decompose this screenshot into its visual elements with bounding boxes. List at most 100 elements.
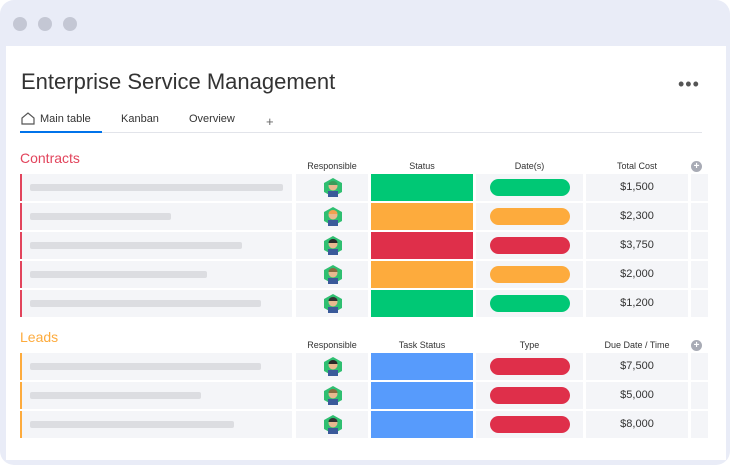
date-pill[interactable]	[490, 179, 570, 196]
date-cell[interactable]	[476, 174, 583, 201]
empty-cell	[691, 353, 708, 380]
cost-cell: $3,750	[586, 232, 688, 259]
date-cell[interactable]	[476, 382, 583, 409]
add-tab-button[interactable]: +	[266, 114, 274, 129]
group-color-edge	[20, 203, 22, 230]
responsible-cell[interactable]	[296, 290, 368, 317]
placeholder-text	[30, 300, 262, 307]
group-color-edge	[20, 411, 22, 438]
group-color-edge	[20, 353, 22, 380]
column-header: Task Status	[398, 340, 446, 350]
active-tab-indicator	[20, 131, 102, 133]
item-name-cell[interactable]	[20, 261, 292, 288]
responsible-cell[interactable]	[296, 232, 368, 259]
placeholder-text	[30, 421, 234, 428]
add-column-icon[interactable]: +	[691, 161, 702, 172]
cost-cell: $8,000	[586, 411, 688, 438]
date-cell[interactable]	[476, 353, 583, 380]
item-name-cell[interactable]	[20, 174, 292, 201]
responsible-cell[interactable]	[296, 382, 368, 409]
column-header: Responsible	[307, 340, 357, 350]
placeholder-text	[30, 392, 202, 399]
empty-cell	[691, 411, 708, 438]
avatar[interactable]	[324, 178, 342, 197]
avatar[interactable]	[324, 207, 342, 226]
status-cell[interactable]	[371, 261, 473, 288]
item-name-cell[interactable]	[20, 203, 292, 230]
group-color-edge	[20, 232, 22, 259]
status-cell[interactable]	[371, 232, 473, 259]
placeholder-text	[30, 242, 243, 249]
group-title[interactable]: Contracts	[20, 150, 80, 166]
group-color-edge	[20, 261, 22, 288]
avatar[interactable]	[324, 415, 342, 434]
status-cell[interactable]	[371, 353, 473, 380]
more-options-icon[interactable]: •••	[678, 74, 700, 94]
item-name-cell[interactable]	[20, 353, 292, 380]
page-title: Enterprise Service Management	[21, 69, 336, 94]
window-dot	[63, 17, 77, 31]
date-pill[interactable]	[490, 387, 570, 404]
date-pill[interactable]	[490, 416, 570, 433]
date-cell[interactable]	[476, 232, 583, 259]
window-dot	[13, 17, 27, 31]
empty-cell	[691, 232, 708, 259]
cost-cell: $1,200	[586, 290, 688, 317]
date-pill[interactable]	[490, 266, 570, 283]
item-name-cell[interactable]	[20, 411, 292, 438]
empty-cell	[691, 203, 708, 230]
item-name-cell[interactable]	[20, 232, 292, 259]
column-header: Date(s)	[514, 161, 545, 171]
column-header: Status	[409, 161, 435, 171]
date-pill[interactable]	[490, 295, 570, 312]
avatar[interactable]	[324, 265, 342, 284]
tab-overview[interactable]: Overview	[189, 113, 235, 125]
tab-kanban[interactable]: Kanban	[121, 113, 159, 125]
date-pill[interactable]	[490, 358, 570, 375]
group-title[interactable]: Leads	[20, 329, 59, 345]
status-cell[interactable]	[371, 174, 473, 201]
status-cell[interactable]	[371, 382, 473, 409]
date-cell[interactable]	[476, 290, 583, 317]
column-header: Due Date / Time	[604, 340, 670, 350]
status-cell[interactable]	[371, 290, 473, 317]
window-dot	[38, 17, 52, 31]
responsible-cell[interactable]	[296, 411, 368, 438]
responsible-cell[interactable]	[296, 353, 368, 380]
home-icon	[21, 112, 35, 125]
tab-main-table[interactable]: Main table	[40, 113, 91, 125]
avatar[interactable]	[324, 386, 342, 405]
placeholder-text	[30, 363, 262, 370]
avatar[interactable]	[324, 236, 342, 255]
responsible-cell[interactable]	[296, 261, 368, 288]
cost-cell: $2,000	[586, 261, 688, 288]
column-header: Total Cost	[616, 161, 658, 171]
cost-cell: $1,500	[586, 174, 688, 201]
empty-cell	[691, 290, 708, 317]
responsible-cell[interactable]	[296, 174, 368, 201]
avatar[interactable]	[324, 294, 342, 313]
empty-cell	[691, 261, 708, 288]
date-cell[interactable]	[476, 261, 583, 288]
status-cell[interactable]	[371, 203, 473, 230]
cost-cell: $7,500	[586, 353, 688, 380]
responsible-cell[interactable]	[296, 203, 368, 230]
status-cell[interactable]	[371, 411, 473, 438]
column-header: Type	[519, 340, 540, 350]
add-column-icon[interactable]: +	[691, 340, 702, 351]
date-pill[interactable]	[490, 237, 570, 254]
placeholder-text	[30, 184, 283, 191]
date-cell[interactable]	[476, 411, 583, 438]
tab-divider	[20, 132, 702, 133]
date-cell[interactable]	[476, 203, 583, 230]
avatar[interactable]	[324, 357, 342, 376]
column-header: Responsible	[307, 161, 357, 171]
date-pill[interactable]	[490, 208, 570, 225]
cost-cell: $5,000	[586, 382, 688, 409]
item-name-cell[interactable]	[20, 290, 292, 317]
empty-cell	[691, 174, 708, 201]
group-color-edge	[20, 174, 22, 201]
item-name-cell[interactable]	[20, 382, 292, 409]
group-color-edge	[20, 290, 22, 317]
group-color-edge	[20, 382, 22, 409]
